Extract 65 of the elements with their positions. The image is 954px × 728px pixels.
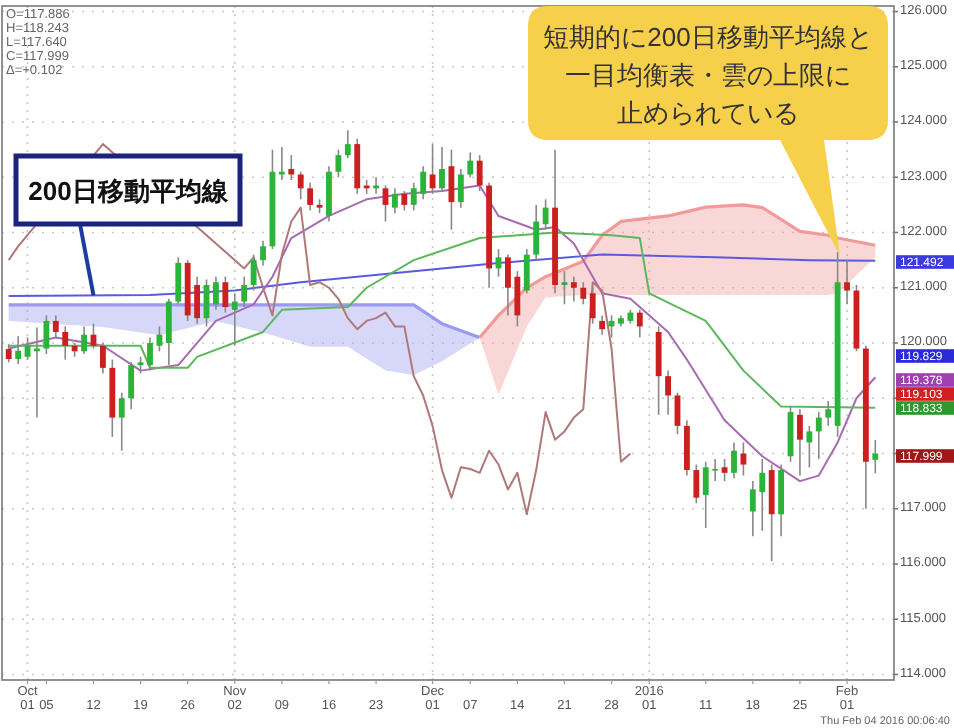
candlestick (599, 314, 606, 336)
candlestick (335, 148, 342, 179)
candlestick (467, 151, 474, 179)
candlestick (797, 408, 803, 477)
candlestick (118, 391, 125, 452)
candlestick (231, 292, 238, 347)
candlestick (278, 146, 285, 181)
candlestick (636, 309, 643, 339)
candlestick (806, 425, 813, 469)
candlestick (354, 137, 361, 195)
candlestick (401, 190, 408, 212)
candlestick (81, 325, 87, 355)
candlestick (288, 154, 295, 181)
candlestick (241, 275, 248, 308)
candlestick (457, 168, 464, 209)
candlestick (222, 275, 229, 314)
candlestick (872, 439, 879, 475)
annotation: 止められている (617, 98, 799, 128)
line-series (7, 253, 877, 298)
candlestick (533, 204, 540, 261)
candlestick (693, 463, 700, 505)
candlestick (825, 400, 832, 427)
candlestick (52, 314, 59, 339)
candlestick (391, 187, 398, 214)
candlestick (260, 240, 266, 267)
candlestick (448, 148, 455, 231)
candlestick (5, 343, 12, 364)
candlestick (99, 342, 106, 375)
candlestick (476, 154, 483, 192)
candlestick (344, 129, 351, 159)
candlestick (523, 248, 530, 295)
candlestick (580, 281, 587, 306)
annotation: 一目均衡表・雲の上限に (565, 60, 851, 90)
candlestick (768, 463, 775, 563)
line-series (7, 231, 877, 409)
candlestick (439, 146, 445, 192)
candlestick (589, 286, 596, 325)
candlestick (213, 275, 219, 311)
annotation: 200日移動平均線 (28, 176, 230, 206)
annotation: 短期的に200日移動平均線と (543, 22, 873, 52)
candlestick (15, 335, 22, 365)
candlestick (665, 369, 671, 416)
candlestick (429, 143, 436, 195)
candlestick (561, 270, 568, 306)
candlestick (297, 170, 304, 201)
candlestick (128, 361, 135, 411)
candlestick (326, 165, 332, 223)
candlestick (570, 275, 577, 303)
candlestick (655, 325, 662, 416)
candlestick (62, 325, 69, 361)
candlestick (721, 458, 728, 482)
candlestick (175, 256, 182, 306)
candlestick (815, 411, 822, 460)
candlestick (250, 253, 257, 292)
candlestick (542, 198, 549, 231)
line-series (478, 203, 877, 340)
candlestick (683, 419, 690, 477)
candlestick (740, 441, 747, 477)
candlestick (778, 463, 785, 538)
candlestick (307, 181, 314, 212)
candlestick (165, 298, 172, 366)
candlestick (731, 441, 737, 480)
candlestick (844, 259, 850, 306)
candlestick (43, 314, 50, 355)
line-series (7, 143, 632, 516)
